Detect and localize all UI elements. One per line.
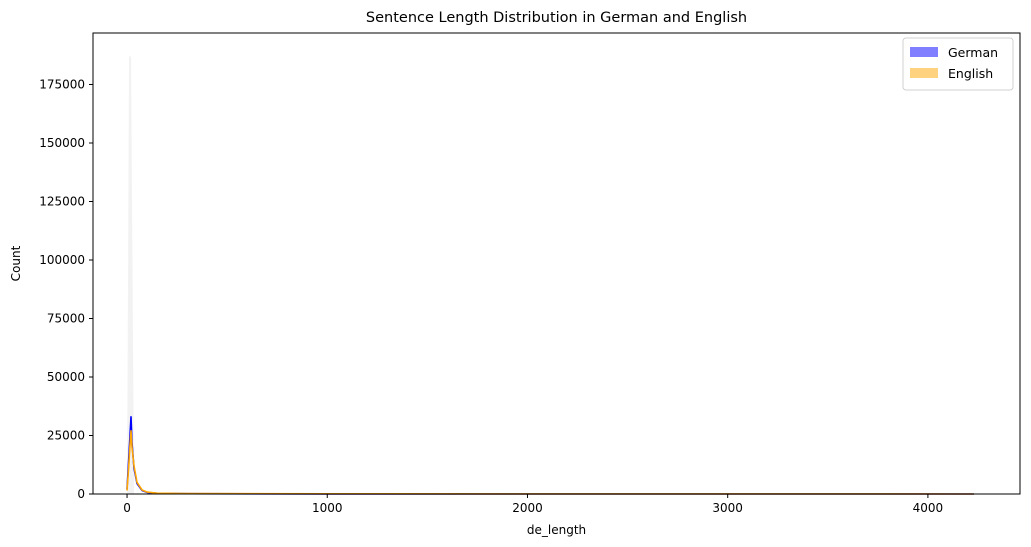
y-axis-ticks: 0 25000 50000 75000 100000 125000 150000 175000 <box>39 77 93 501</box>
x-axis-ticks: 0 1000 2000 3000 4000 <box>123 494 943 515</box>
x-tick-label: 0 <box>123 501 131 515</box>
legend-label-german: German <box>948 45 998 60</box>
x-tick-label: 3000 <box>712 501 743 515</box>
series-line-english <box>126 429 975 495</box>
x-axis-label: de_length <box>527 523 586 537</box>
plot-frame <box>92 32 1021 495</box>
x-tick-label: 4000 <box>913 501 944 515</box>
chart-title: Sentence Length Distribution in German a… <box>366 10 747 26</box>
y-tick-label: 0 <box>77 487 85 501</box>
x-tick-label: 1000 <box>312 501 343 515</box>
legend: German English <box>902 37 1014 91</box>
y-tick-label: 50000 <box>47 370 85 384</box>
series-line-german <box>126 415 975 495</box>
x-tick-label: 2000 <box>512 501 543 515</box>
y-axis-label: Count <box>9 245 23 281</box>
y-tick-label: 150000 <box>39 136 85 150</box>
legend-swatch-english <box>910 68 938 78</box>
legend-label-english: English <box>948 66 993 81</box>
y-tick-label: 25000 <box>47 428 85 442</box>
series-layer <box>126 415 975 495</box>
y-tick-label: 75000 <box>47 311 85 325</box>
histogram-bars <box>127 56 135 495</box>
y-tick-label: 100000 <box>39 253 85 267</box>
legend-swatch-german <box>910 47 938 57</box>
histogram-spike <box>127 56 135 495</box>
y-tick-label: 125000 <box>39 194 85 208</box>
y-tick-label: 175000 <box>39 77 85 91</box>
